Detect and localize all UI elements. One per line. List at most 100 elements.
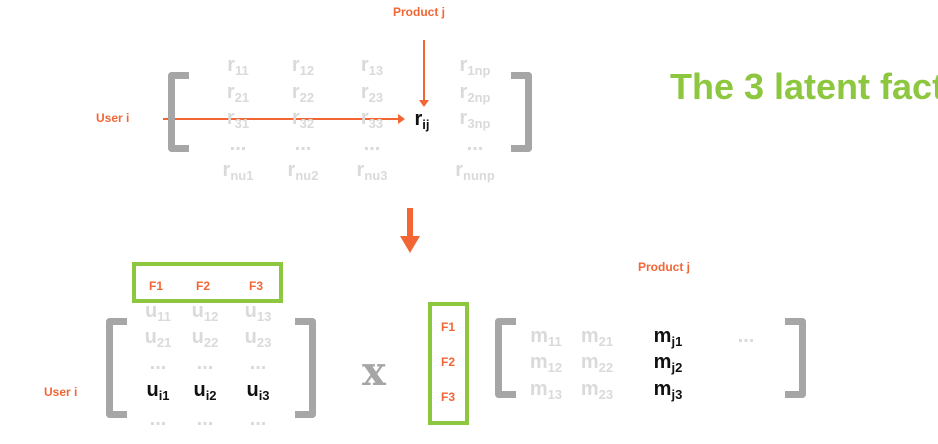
rating-cell: r22 xyxy=(292,81,314,105)
cell-sub: j2 xyxy=(671,360,683,375)
cell-base: r xyxy=(360,107,369,129)
rating-cell: r3np xyxy=(460,107,491,131)
down-arrow-shaft xyxy=(407,208,413,238)
product-right-bracket xyxy=(785,318,806,398)
cell-sub: nunp xyxy=(463,168,495,183)
cell-base: u xyxy=(246,379,259,401)
cell-sub: 21 xyxy=(156,335,172,350)
cell-base: u xyxy=(145,300,158,322)
user-arrowhead-icon xyxy=(398,114,405,124)
cell-sub: 12 xyxy=(547,360,563,375)
rating-highlight: rij xyxy=(414,108,429,132)
cell-sub: 3np xyxy=(467,116,491,131)
cell-sub: ij xyxy=(422,117,430,132)
user-cell: ... xyxy=(150,352,167,376)
cell-base: m xyxy=(653,325,672,347)
cell-base: u xyxy=(244,326,257,348)
cell-sub: 32 xyxy=(299,116,315,131)
rating-cell: rnu2 xyxy=(288,159,319,183)
user-cell: ui1 xyxy=(146,379,169,403)
rating-cell: ... xyxy=(230,133,247,157)
user-cell: u13 xyxy=(245,300,272,324)
cell-base: ... xyxy=(149,352,167,374)
cell-sub: 31 xyxy=(234,116,250,131)
cell-sub: 23 xyxy=(368,90,384,105)
cell-base: r xyxy=(356,159,365,181)
product-factor-label: F3 xyxy=(441,390,456,404)
user-factor-box xyxy=(132,262,283,303)
user-cell: u21 xyxy=(145,326,172,350)
rating-cell: r21 xyxy=(227,81,249,105)
cell-base: r xyxy=(414,108,423,130)
cell-base: m xyxy=(580,325,599,347)
cell-sub: j3 xyxy=(671,387,683,402)
product-arrow-line xyxy=(423,40,425,102)
cell-sub: nu1 xyxy=(230,168,254,183)
cell-sub: i2 xyxy=(205,388,217,403)
product-factor-box xyxy=(428,302,469,425)
user-factor-label: F3 xyxy=(249,279,264,293)
cell-base: ... xyxy=(249,352,267,374)
rating-cell: ... xyxy=(295,133,312,157)
product-factor-label: F1 xyxy=(441,320,456,334)
user-i-label-top: User i xyxy=(96,111,130,125)
rating-cell: rnu3 xyxy=(357,159,388,183)
cell-base: r xyxy=(459,81,468,103)
cell-base: m xyxy=(529,378,548,400)
down-arrow-icon xyxy=(400,236,420,253)
user-cell: ... xyxy=(250,352,267,376)
cell-base: ... xyxy=(196,408,214,430)
cell-base: u xyxy=(193,379,206,401)
rating-cell: r32 xyxy=(292,107,314,131)
user-cell: ... xyxy=(197,352,214,376)
cell-base: r xyxy=(459,54,468,76)
rating-cell: r31 xyxy=(227,107,249,131)
user-right-bracket xyxy=(295,318,316,418)
product-factor-label: F2 xyxy=(441,355,456,369)
product-j-label-bottom: Product j xyxy=(638,260,691,274)
cell-sub: 13 xyxy=(547,387,563,402)
rating-cell: r1np xyxy=(460,54,491,78)
cell-base: ... xyxy=(149,408,167,430)
cell-base: r xyxy=(360,81,369,103)
cell-sub: 23 xyxy=(256,335,272,350)
rating-cell: r23 xyxy=(361,81,383,105)
rating-cell: r13 xyxy=(361,54,383,78)
cell-sub: 22 xyxy=(203,335,219,350)
cell-base: m xyxy=(653,351,672,373)
rating-cell: r12 xyxy=(292,54,314,78)
rating-cell: r2np xyxy=(460,81,491,105)
cell-base: m xyxy=(653,378,672,400)
rating-cell: rnunp xyxy=(455,159,495,183)
user-i-label-bottom: User i xyxy=(44,385,78,399)
cell-sub: 21 xyxy=(598,334,614,349)
user-cell: u11 xyxy=(145,300,171,324)
cell-sub: 11 xyxy=(548,334,562,349)
cell-sub: nu2 xyxy=(295,168,319,183)
user-cell: ui3 xyxy=(246,379,269,403)
product-cell: m12 xyxy=(530,351,562,375)
user-cell: ... xyxy=(150,408,167,432)
cell-sub: 12 xyxy=(203,309,219,324)
cell-base: ... xyxy=(229,133,247,155)
product-left-bracket xyxy=(495,318,516,398)
user-cell: ... xyxy=(197,408,214,432)
product-cell: m13 xyxy=(530,378,562,402)
right-bracket xyxy=(511,72,532,152)
cell-base: u xyxy=(146,379,159,401)
product-cell: mj3 xyxy=(654,378,683,402)
cell-base: r xyxy=(459,107,468,129)
cell-base: m xyxy=(530,325,549,347)
cell-sub: 13 xyxy=(368,63,384,78)
product-cell: m22 xyxy=(581,351,613,375)
cell-sub: i3 xyxy=(258,388,270,403)
title: The 3 latent factors xyxy=(670,66,938,107)
cell-base: r xyxy=(291,107,300,129)
cell-base: r xyxy=(226,107,235,129)
rating-cell: ... xyxy=(364,133,381,157)
user-cell: u22 xyxy=(192,326,219,350)
cell-sub: nu3 xyxy=(364,168,388,183)
user-cell: u12 xyxy=(192,300,219,324)
cell-sub: 13 xyxy=(256,309,272,324)
